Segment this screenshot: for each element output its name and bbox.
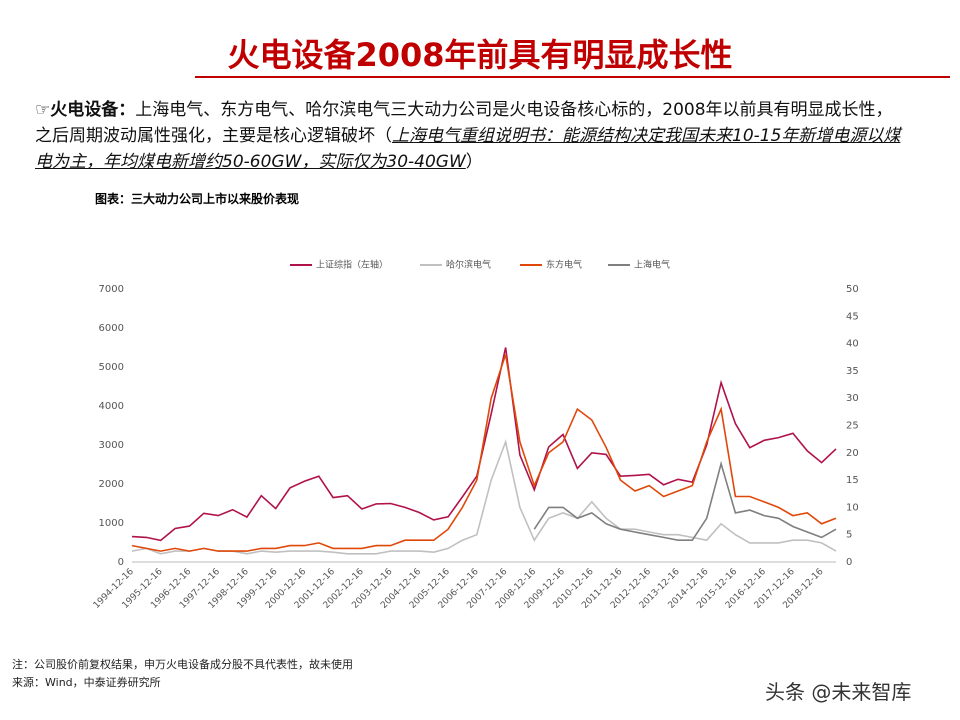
watermark: 头条 @未来智库 [765,680,912,704]
legend-label: 东方电气 [546,259,582,271]
y-tick-label: 4000 [99,401,124,412]
y-tick-label: 1000 [99,518,124,529]
y-tick-label: 0 [118,557,124,568]
y2-tick-label: 40 [846,339,859,350]
y2-tick-label: 20 [846,448,859,459]
y2-tick-label: 35 [846,366,859,377]
y2-tick-label: 10 [846,502,859,513]
y-tick-label: 6000 [99,323,124,334]
legend-label: 哈尔滨电气 [446,259,491,271]
y2-tick-label: 25 [846,421,859,432]
note: 注：公司股价前复权结果，申万火电设备成分股不具代表性，故未使用 [12,658,353,671]
legend-label: 上海电气 [634,259,670,271]
bullet-symbol: ☞ [35,100,51,120]
bullet-body: 上海电气、东方电气、哈尔滨电气三大动力公司是火电设备核心标的，2008年以前具有… [35,100,893,146]
slide-title: 火电设备2008年前具有明显成长性 [227,36,733,74]
y2-tick-label: 50 [846,284,859,295]
legend-label: 上证综指（左轴） [316,259,388,271]
source: 来源：Wind，中泰证券研究所 [12,676,161,689]
series-line [131,439,837,555]
y-tick-label: 5000 [99,362,124,373]
series-line [131,354,837,552]
y-tick-label: 7000 [99,284,124,295]
bullet-text: ☞火电设备：上海电气、东方电气、哈尔滨电气三大动力公司是火电设备核心标的，200… [35,97,905,175]
series-line [131,347,837,542]
chart-caption: 图表：三大动力公司上市以来股价表现 [95,192,300,206]
y2-tick-label: 45 [846,311,859,322]
y2-tick-label: 5 [846,530,852,541]
bullet-close: ） [465,152,483,172]
y2-tick-label: 30 [846,393,859,404]
bullet-emphasis: 上海电气重组说明书：能源结构决定我国未来10-15年新增电源以煤电为主，年均煤电… [35,126,901,172]
y-tick-label: 2000 [99,479,124,490]
series-line [533,460,837,541]
y2-tick-label: 0 [846,557,852,568]
title-rule [195,76,950,78]
bullet-label: 火电设备： [50,100,136,120]
y-tick-label: 3000 [99,440,124,451]
y2-tick-label: 15 [846,475,859,486]
